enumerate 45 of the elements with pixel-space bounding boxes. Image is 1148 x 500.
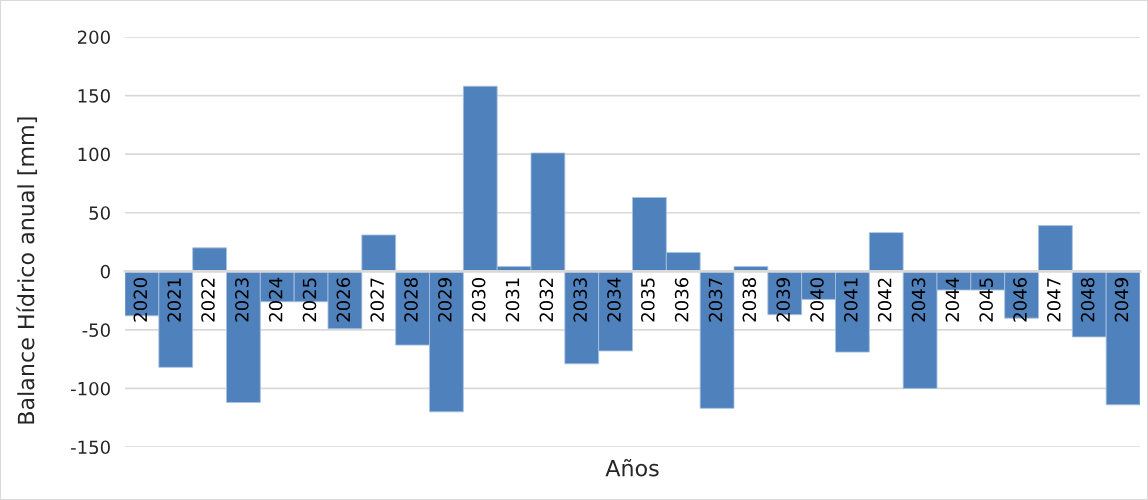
bar — [868, 232, 904, 272]
x-tick-label: 2036 — [674, 277, 689, 322]
y-tick-label: -50 — [82, 323, 110, 337]
x-tick-label: 2031 — [505, 278, 520, 322]
bar — [192, 247, 227, 272]
x-tick-label: 2024 — [268, 277, 283, 322]
y-tick-label: 0 — [100, 264, 110, 279]
x-tick-label: 2049 — [1114, 278, 1129, 322]
x-tick-label: 2037 — [708, 278, 723, 322]
y-tick-label: 100 — [78, 147, 110, 162]
x-tick-label: 2029 — [438, 278, 452, 322]
x-tick-label: 2025 — [302, 278, 317, 322]
x-tick-label: 2046 — [1013, 277, 1027, 322]
x-tick-label: 2034 — [607, 277, 621, 322]
x-tick-label: 2026 — [336, 277, 351, 322]
x-tick-label: 2042 — [877, 278, 892, 322]
x-tick-label: 2039 — [776, 278, 790, 322]
x-tick-label: 2020 — [133, 278, 148, 322]
y-tick-label: 200 — [77, 30, 110, 45]
x-tick-label: 2044 — [945, 277, 960, 322]
x-tick-label: 2023 — [235, 278, 249, 322]
x-tick-label: 2045 — [979, 278, 993, 322]
bar — [1038, 225, 1073, 272]
y-tick-label: -100 — [71, 381, 110, 396]
bar — [699, 270, 735, 409]
x-tick-label: 2038 — [742, 278, 757, 322]
x-tick-label: 2027 — [370, 278, 384, 322]
x-axis-title: Años — [605, 458, 659, 477]
x-tick-label: 2032 — [539, 278, 554, 322]
x-tick-label: 2047 — [1047, 278, 1061, 322]
y-tick-label: 150 — [78, 89, 110, 103]
x-tick-label: 2043 — [911, 278, 926, 322]
x-tick-label: 2048 — [1080, 278, 1095, 322]
x-tick-label: 2028 — [404, 278, 418, 322]
x-tick-label: 2035 — [641, 278, 655, 322]
x-tick-label: 2033 — [573, 278, 587, 322]
x-tick-label: 2040 — [810, 278, 824, 322]
y-axis-title: Balance Hídrico anual [mm] — [16, 117, 38, 424]
x-tick-label: 2030 — [471, 278, 486, 322]
y-tick-label: 50 — [89, 206, 110, 220]
x-tick-label: 2022 — [201, 278, 215, 322]
x-tick-label: 2021 — [167, 278, 181, 322]
x-tick-label: 2041 — [844, 278, 858, 322]
y-tick-label: -150 — [71, 440, 110, 455]
bar — [361, 234, 397, 272]
